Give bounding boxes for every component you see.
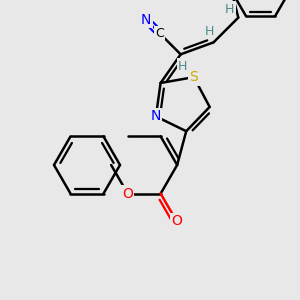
Text: C: C bbox=[155, 27, 164, 40]
Text: N: N bbox=[151, 110, 161, 123]
Text: H: H bbox=[205, 25, 214, 38]
Text: N: N bbox=[141, 13, 151, 27]
Text: O: O bbox=[171, 214, 182, 229]
Text: O: O bbox=[122, 187, 133, 201]
Text: H: H bbox=[225, 3, 235, 16]
Text: S: S bbox=[189, 70, 198, 84]
Text: H: H bbox=[178, 60, 188, 73]
